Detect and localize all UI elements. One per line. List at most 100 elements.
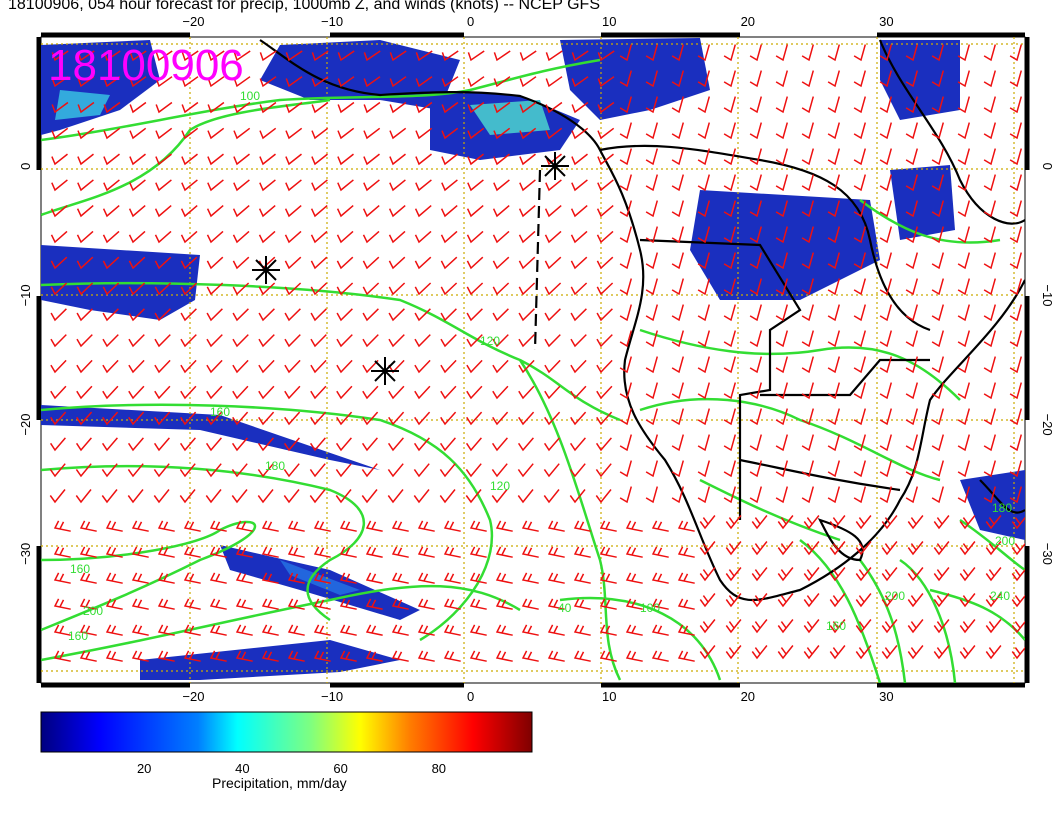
- wind-barb: [597, 179, 614, 192]
- wind-barb: [983, 148, 997, 166]
- wind-barb: [881, 515, 898, 530]
- contour-label: 100: [240, 89, 260, 103]
- wind-barb: [261, 624, 279, 636]
- wind-barb: [931, 486, 945, 504]
- wind-barb: [749, 122, 763, 140]
- wind-barb: [803, 619, 820, 634]
- wind-barb: [287, 624, 305, 636]
- wind-barb: [775, 70, 789, 88]
- wind-barb: [599, 650, 617, 662]
- wind-barb: [79, 650, 97, 662]
- wind-barb: [547, 624, 565, 636]
- wind-barb: [905, 200, 919, 218]
- wind-barb: [415, 50, 433, 62]
- wind-barb: [569, 437, 586, 452]
- wind-barb: [1011, 542, 1025, 556]
- wind-barb: [651, 624, 669, 636]
- wind-barb: [129, 153, 146, 166]
- wind-barb: [827, 486, 841, 504]
- wind-barb: [645, 148, 659, 166]
- wind-barb: [625, 572, 643, 584]
- wind-barb: [365, 598, 383, 610]
- wind-barb: [127, 437, 144, 452]
- wind-barb: [907, 645, 924, 660]
- wind-barb: [336, 334, 353, 348]
- wind-barb: [519, 50, 537, 62]
- wind-barb: [154, 308, 171, 322]
- wind-barb: [803, 515, 820, 530]
- wind-barb: [751, 619, 768, 634]
- wind-barb: [775, 96, 789, 114]
- wind-barb: [417, 546, 435, 558]
- wind-barb: [853, 252, 867, 270]
- wind-barb: [827, 226, 841, 244]
- wind-barb: [775, 252, 789, 270]
- wind-barb: [76, 334, 93, 348]
- wind-barb: [619, 226, 633, 244]
- wind-barb: [671, 460, 685, 478]
- wind-barb: [232, 411, 249, 426]
- wind-barb: [957, 252, 971, 270]
- wind-barb: [723, 356, 737, 374]
- colorbar-tick-label: 60: [333, 761, 347, 776]
- wind-barb: [1009, 434, 1023, 452]
- wind-barb: [777, 541, 794, 556]
- wind-barb: [543, 489, 560, 504]
- wind-barb: [285, 153, 302, 166]
- wind-barb: [571, 76, 589, 88]
- wind-barb: [50, 256, 68, 270]
- wind-barb: [957, 304, 971, 322]
- wind-barb: [362, 411, 379, 426]
- wind-barb: [131, 598, 149, 610]
- wind-barb: [829, 541, 846, 556]
- wind-barb: [775, 304, 789, 322]
- wind-barb: [671, 44, 685, 62]
- wind-barb: [645, 382, 659, 400]
- wind-barb: [957, 96, 971, 114]
- wind-barb: [493, 179, 510, 192]
- wind-barb: [725, 541, 742, 556]
- contour-label: 40: [558, 601, 572, 615]
- wind-barb: [599, 572, 617, 584]
- wind-barb: [801, 200, 815, 218]
- wind-barb: [309, 463, 326, 478]
- wind-barb: [466, 308, 483, 322]
- y-tick-label: −10: [18, 284, 33, 306]
- wind-barb: [983, 330, 997, 348]
- wind-barb: [284, 411, 301, 426]
- wind-barb: [389, 153, 406, 166]
- wind-barb: [905, 304, 919, 322]
- wind-barb: [983, 382, 997, 400]
- wind-barb: [521, 650, 539, 662]
- wind-barb: [879, 252, 893, 270]
- contour-label: 180: [992, 501, 1012, 515]
- wind-barb: [339, 572, 357, 584]
- wind-barb: [439, 489, 456, 504]
- wind-barb: [645, 70, 659, 88]
- wind-barb: [671, 96, 685, 114]
- wind-barb: [725, 619, 742, 634]
- wind-barb: [258, 411, 275, 426]
- wind-barb: [803, 593, 820, 608]
- wind-barb: [881, 567, 898, 582]
- wind-barb: [801, 434, 815, 452]
- wind-barb: [157, 650, 175, 662]
- wind-barb: [619, 330, 633, 348]
- wind-barb: [983, 226, 997, 244]
- wind-barb: [855, 593, 872, 608]
- contour-label: 200: [995, 534, 1015, 548]
- wind-barb: [235, 546, 253, 558]
- wind-barb: [723, 460, 737, 478]
- wind-barb: [931, 252, 945, 270]
- wind-barb: [339, 520, 357, 532]
- x-tick-label: −20: [182, 689, 204, 704]
- wind-barb: [415, 76, 433, 88]
- wind-barb: [492, 256, 510, 270]
- wind-barb: [413, 437, 430, 452]
- wind-barb: [339, 650, 357, 662]
- wind-barb: [50, 230, 68, 244]
- wind-barb: [387, 489, 404, 504]
- wind-barb: [206, 256, 224, 270]
- wind-barb: [801, 148, 815, 166]
- wind-barb: [79, 598, 97, 610]
